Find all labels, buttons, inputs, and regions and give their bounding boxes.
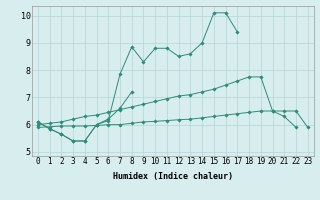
- X-axis label: Humidex (Indice chaleur): Humidex (Indice chaleur): [113, 172, 233, 181]
